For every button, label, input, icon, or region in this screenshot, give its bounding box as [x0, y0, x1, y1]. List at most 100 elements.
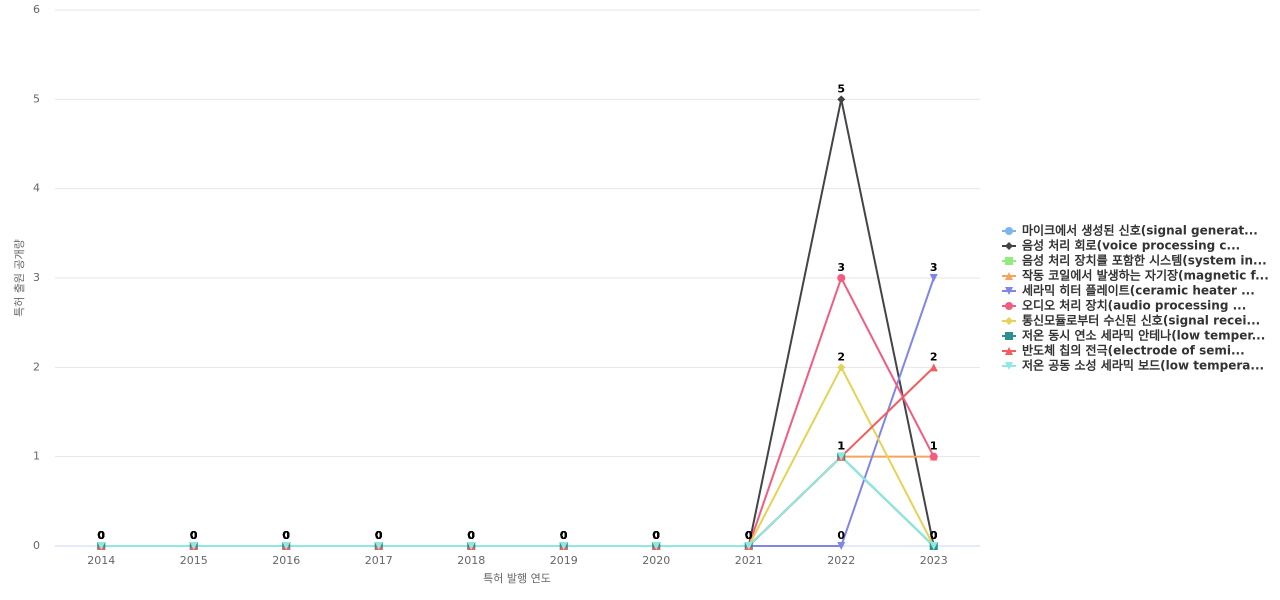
data-label: 0 [560, 529, 568, 542]
data-label: 0 [190, 529, 198, 542]
x-tick-label: 2015 [180, 554, 208, 567]
data-label: 0 [745, 529, 753, 542]
data-label: 3 [930, 261, 938, 274]
data-label: 0 [652, 529, 660, 542]
y-tick-label: 5 [33, 92, 40, 105]
marker [189, 542, 198, 550]
data-label: 0 [560, 529, 568, 542]
series-line [101, 455, 935, 547]
data-label: 0 [282, 529, 290, 542]
data-label: 0 [282, 529, 290, 542]
marker [97, 542, 106, 550]
data-label: 0 [190, 529, 198, 542]
legend-label: 통신모듈로부터 수신된 신호(signal recei... [1022, 313, 1260, 328]
data-label: 0 [837, 529, 845, 542]
data-label: 0 [282, 529, 290, 542]
marker [374, 542, 383, 550]
data-label: 0 [930, 529, 938, 542]
data-label: 0 [745, 529, 753, 542]
marker [1005, 287, 1013, 295]
data-label: 0 [560, 529, 568, 542]
data-label: 0 [282, 529, 290, 542]
data-label: 5 [837, 82, 845, 95]
data-label: 0 [467, 529, 475, 542]
data-label: 0 [745, 529, 753, 542]
data-label: 0 [560, 529, 568, 542]
x-tick-label: 2014 [87, 554, 115, 567]
data-label: 1 [930, 440, 938, 453]
legend-label: 음성 처리 회로(voice processing c... [1022, 238, 1240, 253]
data-label: 1 [837, 440, 845, 453]
y-tick-label: 4 [33, 182, 40, 195]
data-label: 1 [837, 440, 845, 453]
marker [1005, 227, 1013, 235]
data-label: 0 [930, 529, 938, 542]
data-label: 0 [467, 529, 475, 542]
marker [929, 363, 938, 372]
data-label: 0 [282, 529, 290, 542]
y-axis-title: 특허 출원 공개량 [13, 239, 26, 317]
data-label: 0 [375, 529, 383, 542]
data-label: 0 [652, 529, 660, 542]
data-label: 0 [282, 529, 290, 542]
data-label: 0 [745, 529, 753, 542]
data-label: 0 [97, 529, 105, 542]
data-label: 1 [837, 440, 845, 453]
marker [929, 542, 938, 550]
x-tick-label: 2020 [642, 554, 670, 567]
data-label: 0 [375, 529, 383, 542]
marker [467, 542, 476, 550]
data-label: 1 [837, 440, 845, 453]
data-label: 2 [930, 350, 938, 363]
marker [1005, 362, 1013, 370]
x-tick-label: 2017 [365, 554, 393, 567]
data-label: 0 [930, 529, 938, 542]
marker [837, 95, 846, 104]
data-label: 0 [652, 529, 660, 542]
marker [929, 274, 938, 282]
data-label: 0 [467, 529, 475, 542]
series-line [101, 99, 935, 547]
data-label: 0 [560, 529, 568, 542]
data-label: 0 [190, 529, 198, 542]
series-line [101, 455, 935, 547]
legend-label: 세라믹 히터 플레이트(ceramic heater ... [1022, 283, 1255, 298]
data-label: 0 [560, 529, 568, 542]
data-label: 0 [190, 529, 198, 542]
data-label: 0 [652, 529, 660, 542]
data-label: 0 [375, 529, 383, 542]
data-label: 0 [467, 529, 475, 542]
data-label: 0 [745, 529, 753, 542]
x-tick-label: 2018 [457, 554, 485, 567]
data-label: 0 [930, 529, 938, 542]
marker [1005, 317, 1013, 325]
data-label: 0 [560, 529, 568, 542]
data-label: 0 [560, 529, 568, 542]
y-tick-label: 2 [33, 360, 40, 373]
data-label: 0 [745, 529, 753, 542]
series-line [101, 455, 935, 547]
data-label: 0 [97, 529, 105, 542]
data-label: 0 [97, 529, 105, 542]
data-label: 0 [745, 529, 753, 542]
legend-label: 저온 동시 연소 세라믹 안테나(low temper... [1022, 328, 1265, 343]
legend-label: 저온 공동 소성 세라믹 보드(low tempera... [1022, 358, 1264, 373]
marker [652, 542, 661, 550]
data-label: 1 [930, 440, 938, 453]
data-label: 0 [97, 529, 105, 542]
data-label: 0 [190, 529, 198, 542]
data-label: 0 [97, 529, 105, 542]
legend-label: 마이크에서 생성된 신호(signal generat... [1022, 223, 1258, 238]
marker [1005, 347, 1013, 355]
x-axis-title: 특허 발행 연도 [483, 572, 551, 585]
data-label: 0 [745, 529, 753, 542]
marker [837, 542, 846, 550]
data-label: 0 [375, 529, 383, 542]
y-tick-label: 6 [33, 3, 40, 16]
data-label: 0 [652, 529, 660, 542]
data-label: 0 [375, 529, 383, 542]
data-label: 1 [837, 440, 845, 453]
y-tick-label: 1 [33, 450, 40, 463]
marker [1005, 332, 1013, 340]
